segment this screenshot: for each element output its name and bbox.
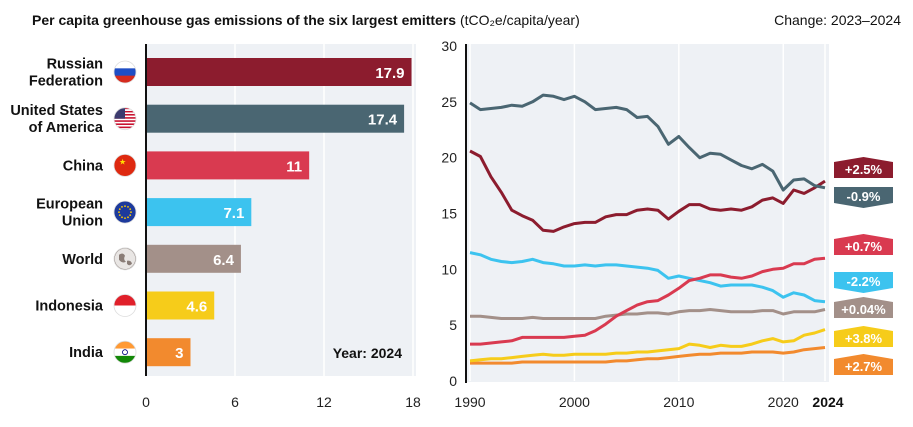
china-flag-icon: ★ <box>113 153 137 177</box>
change-badge-label: -0.9% <box>847 189 881 204</box>
india-flag-icon <box>113 340 137 364</box>
russia-flag-icon <box>113 60 137 84</box>
series-line <box>470 308 826 320</box>
x-tick-label: 2020 <box>768 394 799 410</box>
usa-flag-icon <box>113 107 137 131</box>
chart-title: Per capita greenhouse gas emissions of t… <box>32 12 580 28</box>
x-tick-label: 1990 <box>454 394 485 410</box>
change-badge <box>834 157 893 178</box>
series-line <box>470 256 826 346</box>
change-badge <box>834 297 893 318</box>
change-badge-label: +2.5% <box>845 162 883 177</box>
category-label: India <box>69 345 104 361</box>
series-line <box>469 149 826 233</box>
category-label: of America <box>29 120 104 136</box>
year-annotation: Year: 2024 <box>333 345 402 361</box>
svg-text:★: ★ <box>119 157 126 166</box>
bar-value-label: 11 <box>286 158 302 175</box>
x-tick-label: 12 <box>316 394 332 410</box>
x-tick-label-last: 2024 <box>812 394 843 410</box>
bar-value-label: 6.4 <box>213 252 235 269</box>
bar <box>146 104 405 133</box>
change-badge-label: +0.7% <box>845 239 883 254</box>
change-label: Change: 2023–2024 <box>774 12 901 28</box>
eu-flag-icon <box>113 200 137 224</box>
series-line <box>469 93 826 192</box>
y-tick-label: 25 <box>441 94 457 110</box>
x-tick-label: 18 <box>405 394 421 410</box>
line-plot-background <box>466 44 829 382</box>
change-badge-label: +3.8% <box>845 331 883 346</box>
indonesia-flag-icon <box>113 294 137 317</box>
bar-value-label: 7.1 <box>223 205 244 222</box>
x-tick-label: 0 <box>142 394 150 410</box>
change-badge-label: -2.2% <box>847 274 881 289</box>
category-label: Indonesia <box>35 299 104 315</box>
bar-value-label: 3 <box>175 345 183 362</box>
series-line <box>469 251 826 304</box>
category-label: United States <box>10 103 103 119</box>
category-label: Federation <box>29 74 103 90</box>
series-line <box>469 328 826 363</box>
x-tick-label: 2010 <box>663 394 694 410</box>
y-tick-label: 10 <box>441 261 457 277</box>
bar <box>146 291 215 320</box>
change-badge <box>834 272 893 293</box>
bar-value-label: 17.4 <box>368 112 398 129</box>
bar <box>146 244 241 273</box>
change-badge <box>834 326 893 347</box>
bar <box>146 151 310 180</box>
change-badge <box>834 354 893 375</box>
change-badge-label: +2.7% <box>845 359 883 374</box>
category-label: China <box>63 158 104 174</box>
change-badge-label: +0.04% <box>841 302 886 317</box>
y-tick-label: 5 <box>449 317 457 333</box>
category-label: World <box>62 252 103 268</box>
y-tick-label: 0 <box>449 373 457 389</box>
globe-icon <box>113 247 137 271</box>
bar <box>146 58 412 86</box>
y-tick-label: 15 <box>441 206 457 222</box>
y-tick-label: 30 <box>441 38 457 54</box>
category-label: European <box>36 197 103 213</box>
y-tick-label: 20 <box>441 150 457 166</box>
category-label: Union <box>62 214 103 230</box>
bar-value-label: 4.6 <box>186 299 207 316</box>
series-line <box>470 346 826 365</box>
x-tick-label: 6 <box>231 394 239 410</box>
x-tick-label: 2000 <box>559 394 590 410</box>
change-badge <box>834 187 893 208</box>
title-unit: (tCO₂e/capita/year) <box>459 12 580 28</box>
category-label: Russian <box>47 57 103 73</box>
change-badge <box>834 234 893 255</box>
bar <box>146 338 191 367</box>
bar-value-label: 17.9 <box>375 65 404 82</box>
bar <box>146 198 252 227</box>
title-main: Per capita greenhouse gas emissions of t… <box>32 12 457 28</box>
